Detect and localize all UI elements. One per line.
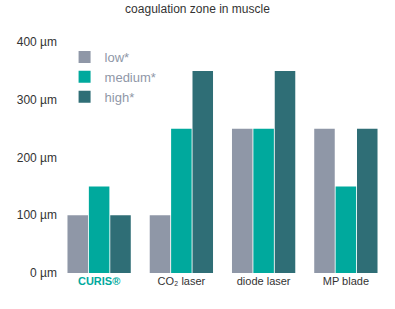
svg-text:MP blade: MP blade (323, 275, 369, 287)
svg-text:coagulation zone in muscle: coagulation zone in muscle (125, 2, 270, 16)
svg-text:100 µm: 100 µm (17, 208, 57, 222)
svg-text:300 µm: 300 µm (17, 93, 57, 107)
svg-text:200 µm: 200 µm (17, 151, 57, 165)
svg-text:diode laser: diode laser (237, 275, 291, 287)
svg-text:medium*: medium* (105, 70, 156, 85)
svg-text:0 µm: 0 µm (30, 266, 57, 280)
svg-text:400 µm: 400 µm (17, 35, 57, 49)
svg-text:high*: high* (105, 90, 135, 105)
svg-text:CURIS®: CURIS® (78, 275, 120, 287)
svg-text:low*: low* (105, 50, 130, 65)
svg-text:CO₂ laser: CO₂ laser (158, 275, 206, 287)
